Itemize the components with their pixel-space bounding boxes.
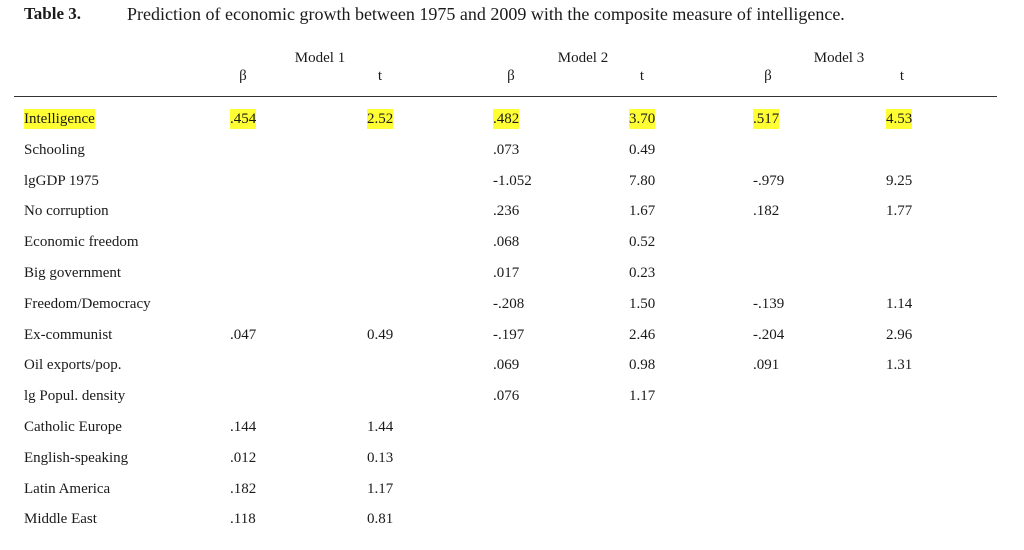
table-row: No corruption .236 1.67 .182 1.77 <box>0 201 1024 223</box>
model-2-t-cell: 3.70 <box>629 109 656 129</box>
model-2-t-cell: 1.67 <box>629 203 656 220</box>
model-1-t-header: t <box>377 68 383 84</box>
row-label: Schooling <box>24 141 85 158</box>
model-1-header: Model 1 <box>294 50 346 66</box>
model-2-beta-cell: .073 <box>493 141 520 158</box>
table-row: Catholic Europe .144 1.44 <box>0 417 1024 439</box>
row-label: No corruption <box>24 203 109 220</box>
model-2-beta-cell: .017 <box>493 265 520 281</box>
row-label: Oil exports/pop. <box>24 357 122 374</box>
model-2-t-cell: 0.52 <box>629 234 656 251</box>
model-3-t-cell: 2.96 <box>886 326 913 343</box>
model-2-header: Model 2 <box>557 50 609 66</box>
model-3-beta-cell: -.204 <box>753 326 785 343</box>
model-2-t-header: t <box>639 68 645 84</box>
table-row: lg Popul. density .076 1.17 <box>0 386 1024 408</box>
model-1-t-cell: 0.81 <box>367 511 394 528</box>
model-1-beta-cell: .454 <box>230 109 257 129</box>
model-3-t-cell: 1.14 <box>886 295 913 312</box>
table-caption: Prediction of economic growth between 19… <box>127 4 845 24</box>
model-3-t-cell: 1.77 <box>886 203 913 220</box>
model-3-t-header: t <box>899 68 905 84</box>
model-1-beta-header: β <box>239 68 247 84</box>
row-label: Catholic Europe <box>24 419 122 435</box>
model-3-beta-cell: .091 <box>753 357 780 374</box>
model-3-beta-cell: -.979 <box>753 172 785 189</box>
model-3-beta-cell: -.139 <box>753 295 785 312</box>
table-row: Economic freedom .068 0.52 <box>0 232 1024 254</box>
model-1-beta-cell: .144 <box>230 419 257 435</box>
row-label: Ex-communist <box>24 326 113 343</box>
model-2-t-cell: 0.49 <box>629 141 656 158</box>
table-row: Intelligence .454 2.52 .482 3.70 .517 4.53 <box>0 109 1024 131</box>
model-1-beta-cell: .047 <box>230 326 257 343</box>
model-1-t-cell: 1.44 <box>367 419 394 435</box>
table-row: Big government .017 0.23 <box>0 263 1024 285</box>
model-3-beta-header: β <box>764 68 772 84</box>
model-2-beta-cell: -.197 <box>493 326 525 343</box>
model-1-beta-cell: .012 <box>230 449 257 466</box>
model-1-beta-cell: .182 <box>230 480 257 497</box>
table-label: Table 3. <box>24 4 82 23</box>
table-row: lgGDP 1975 -1.052 7.80 -.979 9.25 <box>0 171 1024 193</box>
model-1-t-cell: 0.49 <box>367 326 394 343</box>
model-2-t-cell: 1.50 <box>629 295 656 312</box>
model-1-t-cell: 2.52 <box>367 109 394 129</box>
model-2-t-cell: 0.23 <box>629 265 656 281</box>
table-row: Middle East .118 0.81 <box>0 509 1024 531</box>
row-label: Freedom/Democracy <box>24 295 151 312</box>
model-2-t-cell: 0.98 <box>629 357 656 374</box>
row-label: Latin America <box>24 480 111 497</box>
model-3-t-cell: 1.31 <box>886 357 913 374</box>
model-2-t-cell: 1.17 <box>629 388 656 405</box>
model-2-beta-cell: -.208 <box>493 295 525 312</box>
table-row: Latin America .182 1.17 <box>0 479 1024 501</box>
row-label: Economic freedom <box>24 234 139 251</box>
row-label: lg Popul. density <box>24 388 126 405</box>
model-2-t-cell: 7.80 <box>629 172 656 189</box>
model-2-beta-cell: .076 <box>493 388 520 405</box>
header-divider <box>14 96 997 97</box>
row-label: English-speaking <box>24 449 129 466</box>
row-label: lgGDP 1975 <box>24 172 99 189</box>
model-1-t-cell: 1.17 <box>367 480 394 497</box>
row-label: Intelligence <box>24 109 95 129</box>
table-row: Oil exports/pop. .069 0.98 .091 1.31 <box>0 355 1024 377</box>
model-2-t-cell: 2.46 <box>629 326 656 343</box>
model-1-t-cell: 0.13 <box>367 449 394 466</box>
table-row: Ex-communist .047 0.49 -.197 2.46 -.204 2.96 <box>0 325 1024 347</box>
model-2-beta-cell: .068 <box>493 234 520 251</box>
row-label: Middle East <box>24 511 97 528</box>
model-2-beta-cell: .482 <box>493 109 520 129</box>
model-2-beta-cell: .069 <box>493 357 520 374</box>
row-label: Big government <box>24 265 122 281</box>
model-2-beta-cell: .236 <box>493 203 520 220</box>
model-3-beta-cell: .517 <box>753 109 780 129</box>
model-3-header: Model 3 <box>813 50 865 66</box>
model-1-beta-cell: .118 <box>230 511 256 528</box>
model-2-beta-header: β <box>507 68 515 84</box>
model-2-beta-cell: -1.052 <box>493 172 532 189</box>
model-3-t-cell: 9.25 <box>886 172 913 189</box>
model-3-t-cell: 4.53 <box>886 109 913 129</box>
table-row: Schooling .073 0.49 <box>0 140 1024 162</box>
table-row: English-speaking .012 0.13 <box>0 448 1024 470</box>
model-3-beta-cell: .182 <box>753 203 780 220</box>
table-row: Freedom/Democracy -.208 1.50 -.139 1.14 <box>0 294 1024 316</box>
